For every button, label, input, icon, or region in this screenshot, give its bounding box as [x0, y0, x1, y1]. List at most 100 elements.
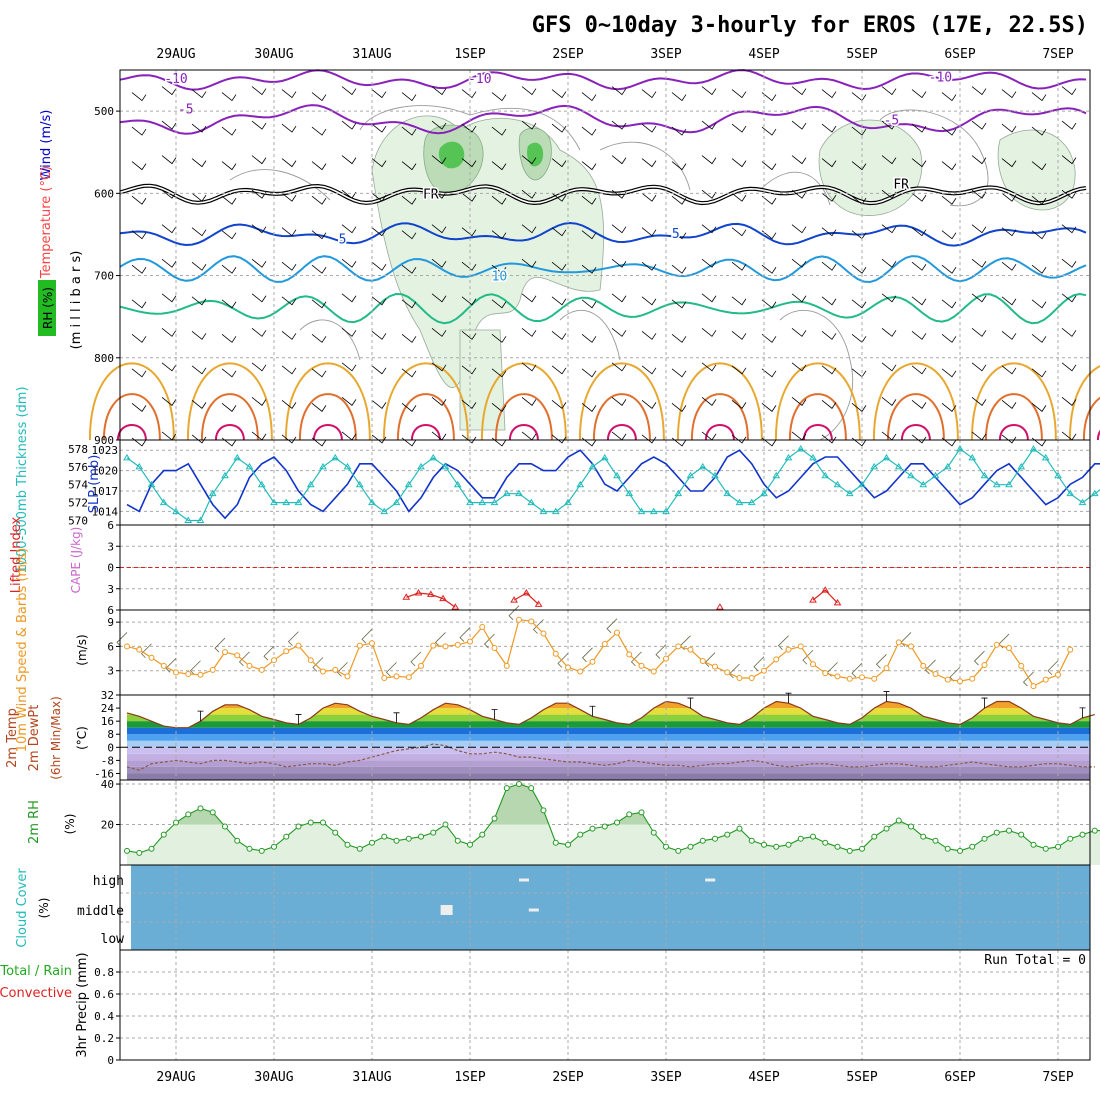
thickness-point — [968, 453, 977, 461]
thickness-point — [319, 462, 327, 470]
temp-axis-label: 2m Temp — [5, 708, 20, 768]
wind10m-barb — [140, 643, 152, 659]
thickness-point — [147, 480, 156, 488]
wind-barb — [191, 227, 207, 237]
rh2m-point — [209, 809, 216, 816]
wind-barb — [281, 434, 297, 444]
wind10m-point — [1030, 683, 1037, 690]
wind10m-point — [565, 664, 571, 671]
temp-maxmin-bar — [589, 705, 596, 717]
wind-barb — [461, 89, 477, 99]
wind-barb — [341, 120, 357, 130]
wind-barb — [1031, 437, 1047, 447]
wind-barb — [221, 368, 237, 378]
temperature-axis-label: Temperature (°C) — [39, 166, 54, 279]
temp-arch — [312, 424, 343, 441]
wind10m-barb — [924, 659, 936, 675]
wind-barb — [971, 86, 987, 96]
temp-contour-5 — [119, 221, 1087, 247]
wind10m-units-label: (m/s) — [75, 634, 89, 665]
wind-barb — [1061, 293, 1077, 303]
rh2m-point — [454, 837, 461, 844]
wind-barb — [401, 299, 417, 309]
wind-barb — [491, 403, 507, 412]
temp-arch — [88, 362, 175, 441]
temp-arch — [802, 424, 833, 441]
wind-barb — [491, 92, 507, 102]
rh2m-point — [540, 807, 547, 814]
rh2m-point — [932, 837, 939, 844]
cloud-block — [528, 908, 539, 912]
date-label-bottom: 7SEP — [1042, 1070, 1073, 1085]
wind10m-point — [124, 643, 130, 650]
wind10m-point — [601, 641, 608, 647]
rh2m-point — [442, 821, 449, 828]
wind10m-point — [797, 643, 804, 650]
thickness-tick-label: 574 — [68, 479, 88, 492]
thickness-line — [126, 448, 1100, 522]
wind-barb — [941, 126, 957, 136]
wind-barb — [1061, 362, 1077, 372]
temp-arch — [480, 362, 567, 441]
temp-arch — [872, 362, 959, 441]
rh2m-point — [785, 841, 792, 848]
wind-barb — [941, 195, 957, 205]
wind-barb — [671, 195, 687, 205]
wind-barb — [791, 189, 807, 199]
temp-band — [127, 734, 1090, 741]
wind-barb — [461, 296, 477, 306]
thickness-point — [919, 480, 928, 488]
contour-label: -10 — [929, 71, 952, 86]
thickness-tick-label: 572 — [68, 497, 88, 510]
wind-barb — [701, 362, 717, 372]
wind-barb — [971, 327, 987, 337]
temp-arch — [578, 362, 665, 441]
wind-barb — [161, 293, 177, 303]
wind10m-barb — [508, 605, 520, 620]
precip-tick-label: 0.8 — [94, 966, 114, 979]
wind-barb — [791, 397, 807, 406]
wind-barb — [311, 333, 327, 343]
wind-barb — [311, 161, 327, 171]
wind-barb — [491, 437, 507, 447]
wind-barb — [791, 293, 807, 303]
wind-barb — [311, 368, 327, 378]
wind-barb — [311, 264, 327, 274]
wind-barb — [191, 365, 207, 375]
wind-barb — [131, 161, 147, 171]
temp-arch — [1082, 396, 1100, 441]
rh2m-point — [503, 785, 510, 792]
wind-barb — [461, 192, 477, 202]
wind-barb — [821, 434, 837, 444]
contour-label: -10 — [468, 72, 491, 87]
rh2m-point — [320, 819, 326, 826]
wind10m-point — [626, 651, 633, 658]
wind10m-point — [503, 662, 510, 669]
thickness-point — [551, 507, 560, 515]
rh-contour — [759, 171, 831, 206]
wind-barb — [281, 158, 297, 168]
temp-arch — [494, 393, 553, 441]
precip-total-label: Total / Rain — [0, 964, 72, 979]
rh2m-point — [895, 817, 902, 824]
wind-barb — [701, 293, 717, 303]
thickness-point — [527, 498, 536, 506]
thickness-point — [355, 480, 364, 488]
wind-barb — [701, 86, 717, 96]
wind-barb — [191, 330, 207, 340]
rh2m-point — [148, 845, 155, 852]
temp-arch — [298, 393, 357, 441]
temp-arch — [396, 393, 455, 441]
wind-barb — [191, 158, 207, 168]
wind-barb — [131, 126, 147, 136]
temp-tick-label: 0 — [107, 741, 114, 754]
wind-barb — [1001, 434, 1017, 444]
wind10m-point — [663, 655, 669, 662]
freezing-level-inner — [119, 184, 1087, 205]
pressure-tick-label: 500 — [94, 105, 114, 118]
thickness-point — [882, 453, 891, 461]
date-label-bottom: 2SEP — [552, 1070, 583, 1085]
wind-barb — [521, 431, 537, 441]
temp-band — [127, 747, 1090, 754]
